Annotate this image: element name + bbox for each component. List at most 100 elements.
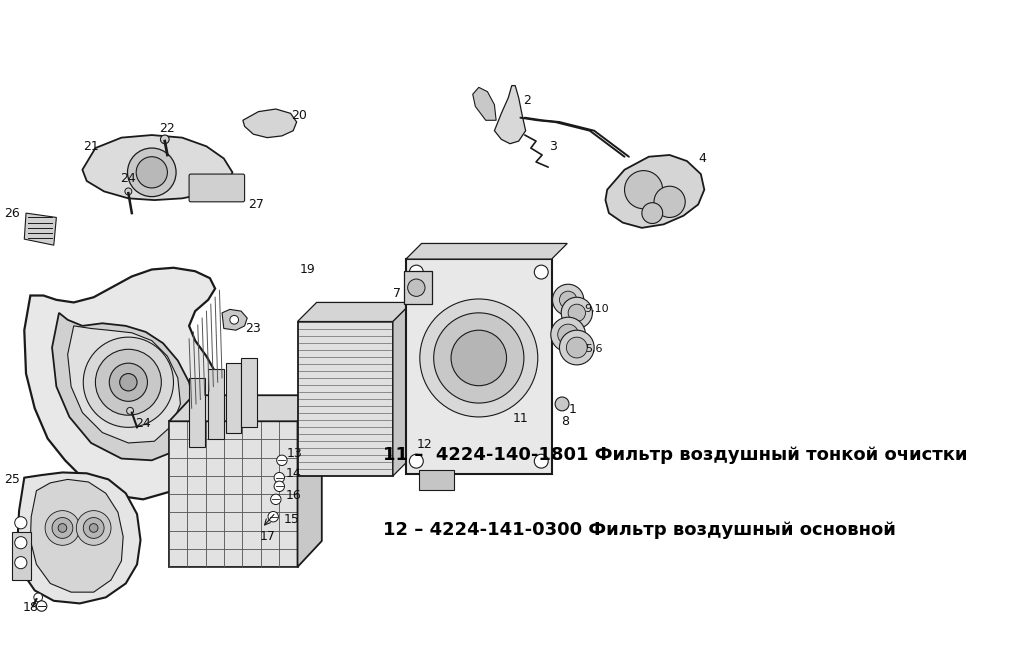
Circle shape <box>125 188 132 195</box>
Text: 24: 24 <box>135 418 151 430</box>
Polygon shape <box>297 322 393 476</box>
Circle shape <box>434 313 524 403</box>
Text: 24: 24 <box>120 172 136 185</box>
Polygon shape <box>243 109 297 138</box>
Circle shape <box>555 397 569 411</box>
Text: 14: 14 <box>285 467 301 480</box>
Polygon shape <box>297 302 412 322</box>
Text: 15: 15 <box>284 512 299 526</box>
Circle shape <box>45 511 80 545</box>
Circle shape <box>136 156 167 188</box>
Polygon shape <box>406 243 568 259</box>
Text: 11: 11 <box>513 412 528 425</box>
Circle shape <box>269 511 279 522</box>
Circle shape <box>58 524 66 532</box>
Text: 16: 16 <box>285 489 301 501</box>
Polygon shape <box>393 302 412 476</box>
Polygon shape <box>83 135 233 200</box>
Circle shape <box>642 203 663 223</box>
Text: 18: 18 <box>22 601 39 614</box>
Bar <box>12 532 32 580</box>
Circle shape <box>119 373 137 391</box>
Circle shape <box>271 494 281 505</box>
Circle shape <box>274 473 285 483</box>
Circle shape <box>562 297 592 328</box>
Circle shape <box>230 316 239 324</box>
Circle shape <box>160 135 169 144</box>
Circle shape <box>550 317 585 352</box>
Circle shape <box>128 148 176 197</box>
Polygon shape <box>169 421 297 567</box>
Circle shape <box>84 518 104 538</box>
Circle shape <box>534 265 548 279</box>
Circle shape <box>654 186 685 217</box>
Polygon shape <box>169 395 322 421</box>
Circle shape <box>560 330 594 365</box>
Circle shape <box>534 454 548 468</box>
Text: 26: 26 <box>4 207 20 219</box>
Polygon shape <box>31 479 124 592</box>
Polygon shape <box>222 310 247 330</box>
Circle shape <box>552 284 584 316</box>
Circle shape <box>109 363 147 401</box>
Circle shape <box>77 511 111 545</box>
Circle shape <box>37 601 47 611</box>
Circle shape <box>557 324 579 345</box>
Text: 12 – 4224-141-0300 Фильтр воздушный основной: 12 – 4224-141-0300 Фильтр воздушный осно… <box>383 521 895 539</box>
Text: 19: 19 <box>300 263 315 276</box>
Polygon shape <box>297 395 322 567</box>
Circle shape <box>84 337 174 428</box>
Text: 22: 22 <box>158 123 175 135</box>
Text: 17: 17 <box>259 530 275 543</box>
Text: 3: 3 <box>549 140 557 152</box>
Circle shape <box>34 593 43 602</box>
Text: 5,6: 5,6 <box>585 344 603 354</box>
Text: 9,10: 9,10 <box>584 304 610 314</box>
Polygon shape <box>208 369 224 439</box>
Text: 2: 2 <box>524 94 531 107</box>
Text: 8: 8 <box>562 415 570 428</box>
Circle shape <box>568 304 585 322</box>
Circle shape <box>127 407 134 414</box>
Circle shape <box>625 170 663 209</box>
Circle shape <box>409 265 424 279</box>
Text: 21: 21 <box>83 140 99 152</box>
Polygon shape <box>241 358 256 428</box>
FancyBboxPatch shape <box>189 174 245 202</box>
Polygon shape <box>189 378 204 448</box>
Text: 20: 20 <box>291 109 307 121</box>
Polygon shape <box>17 473 141 603</box>
Polygon shape <box>52 313 195 460</box>
Circle shape <box>14 516 27 529</box>
Polygon shape <box>25 268 226 499</box>
Polygon shape <box>226 363 241 432</box>
Text: 4: 4 <box>698 152 707 165</box>
Polygon shape <box>494 86 526 144</box>
Polygon shape <box>605 155 704 228</box>
Circle shape <box>52 518 72 538</box>
Circle shape <box>277 455 287 465</box>
Polygon shape <box>67 326 181 443</box>
Text: 12: 12 <box>418 438 433 452</box>
Circle shape <box>407 279 425 296</box>
Circle shape <box>14 556 27 569</box>
Circle shape <box>420 299 538 417</box>
Polygon shape <box>419 470 453 490</box>
Polygon shape <box>25 213 56 245</box>
Circle shape <box>560 291 577 308</box>
Text: 7: 7 <box>393 287 401 300</box>
Circle shape <box>567 337 587 358</box>
Circle shape <box>90 524 98 532</box>
Text: 23: 23 <box>245 322 261 335</box>
Text: 25: 25 <box>4 473 20 486</box>
Circle shape <box>409 454 424 468</box>
Text: 11 –  4224-140-1801 Фильтр воздушный тонкой очистки: 11 – 4224-140-1801 Фильтр воздушный тонк… <box>383 446 967 464</box>
Polygon shape <box>406 259 551 474</box>
Text: 1: 1 <box>569 404 577 416</box>
Circle shape <box>95 349 161 415</box>
Polygon shape <box>473 88 496 120</box>
Text: 27: 27 <box>248 198 263 211</box>
Circle shape <box>274 481 285 491</box>
Text: 13: 13 <box>287 447 303 460</box>
Bar <box>404 271 432 304</box>
